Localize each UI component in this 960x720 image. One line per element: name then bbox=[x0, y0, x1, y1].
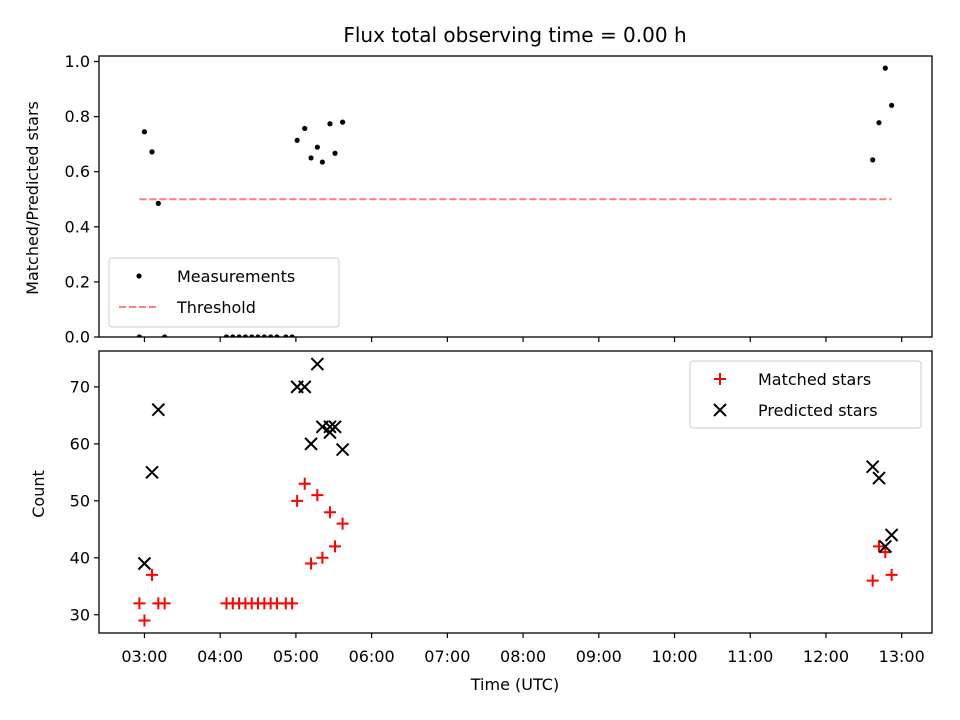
count-y-tick-label: 70 bbox=[70, 377, 90, 396]
matched-stars-point bbox=[133, 597, 146, 610]
measurements-point bbox=[332, 150, 338, 156]
x-tick-label: 07:00 bbox=[424, 647, 470, 666]
x-tick-label: 13:00 bbox=[879, 647, 925, 666]
predicted-stars-point bbox=[878, 539, 893, 554]
count-y-tick-label: 30 bbox=[70, 605, 90, 624]
matched-stars-point bbox=[872, 540, 885, 553]
x-tick-label: 12:00 bbox=[803, 647, 849, 666]
predicted-stars-point bbox=[323, 420, 337, 434]
matched-stars-legend-swatch bbox=[714, 373, 726, 385]
matched-stars-point bbox=[879, 546, 892, 559]
predicted-stars-point bbox=[304, 437, 318, 451]
predicted-stars-point bbox=[335, 442, 350, 457]
ratio-legend-box bbox=[108, 257, 340, 328]
ratio-y-tick-label: 0.6 bbox=[65, 162, 90, 181]
predicted-stars-point bbox=[865, 459, 880, 474]
predicted-stars-point bbox=[872, 471, 886, 485]
matched-stars-point bbox=[298, 477, 311, 490]
count-panel: 30 40 50 60 70 03:00 04:00 05:00 06:00 07:00 08:00… bbox=[70, 350, 933, 666]
predicted-stars-point bbox=[151, 402, 166, 417]
measurements-point bbox=[294, 137, 300, 143]
measurements-point bbox=[339, 119, 346, 125]
ratio-y-tick-label: 0.8 bbox=[65, 107, 90, 126]
predicted-stars-point bbox=[328, 420, 342, 434]
matched-stars-point bbox=[316, 551, 329, 564]
count-legend-box bbox=[689, 360, 922, 429]
count-data-layer bbox=[133, 357, 899, 627]
measurements-point bbox=[155, 200, 161, 206]
count-y-tick-label: 60 bbox=[70, 434, 90, 453]
ratio-axes-frame bbox=[98, 55, 933, 338]
matched-stars-legend-label: Matched stars bbox=[758, 370, 871, 389]
matched-stars-point bbox=[158, 597, 171, 610]
x-tick-label: 06:00 bbox=[349, 647, 395, 666]
measurements-point bbox=[889, 102, 895, 108]
ratio-y-tick-label: 0.4 bbox=[65, 217, 90, 236]
x-tick-label: 03:00 bbox=[121, 647, 167, 666]
matched-stars-point bbox=[291, 494, 304, 507]
x-tick-label: 10:00 bbox=[651, 647, 697, 666]
count-axes-frame bbox=[98, 350, 933, 634]
matched-stars-point bbox=[138, 614, 151, 627]
measurements-point bbox=[141, 129, 148, 135]
measurements-legend-label: Measurements bbox=[177, 267, 295, 286]
measurements-legend-swatch bbox=[136, 273, 142, 279]
predicted-stars-legend-swatch bbox=[713, 403, 727, 417]
count-y-tick-label: 40 bbox=[70, 548, 90, 567]
x-tick-label: 08:00 bbox=[500, 647, 546, 666]
ratio-legend: Measurements Threshold bbox=[108, 257, 340, 328]
predicted-stars-point bbox=[137, 556, 152, 571]
predicted-stars-legend-label: Predicted stars bbox=[758, 401, 878, 420]
predicted-stars-point bbox=[145, 465, 159, 480]
x-tick-label: 11:00 bbox=[727, 647, 773, 666]
matched-stars-point bbox=[336, 517, 349, 530]
measurements-point bbox=[876, 120, 882, 126]
x-tick-label: 05:00 bbox=[273, 647, 319, 666]
ratio-y-tick-label: 1.0 bbox=[65, 52, 90, 71]
matched-stars-point bbox=[305, 557, 318, 570]
ratio-panel: 0.0 0.2 0.4 0.6 0.8 1.0 Measurements Threshold bbox=[65, 52, 933, 347]
count-legend: Matched stars Predicted stars bbox=[689, 360, 922, 429]
ratio-chart-title: Flux total observing time = 0.00 h bbox=[343, 23, 686, 47]
count-y-tick-label: 50 bbox=[70, 491, 90, 510]
measurements-point bbox=[308, 155, 314, 161]
matched-stars-point bbox=[311, 489, 324, 502]
x-tick-label: 04:00 bbox=[197, 647, 243, 666]
predicted-stars-point bbox=[298, 380, 312, 394]
matched-stars-point bbox=[323, 506, 336, 519]
matched-stars-point bbox=[286, 597, 299, 610]
ratio-y-tick-label: 0.0 bbox=[65, 328, 90, 347]
x-axis-label: Time (UTC) bbox=[470, 675, 559, 694]
ratio-y-axis-label: Matched/Predicted stars bbox=[23, 101, 42, 295]
measurements-point bbox=[870, 157, 876, 163]
measurements-point bbox=[319, 159, 325, 165]
predicted-stars-point bbox=[884, 528, 899, 542]
measurements-point bbox=[882, 65, 888, 71]
matched-stars-point bbox=[866, 574, 879, 587]
count-y-axis-label: Count bbox=[29, 470, 48, 518]
matched-stars-point bbox=[146, 568, 159, 581]
ratio-y-tick-label: 0.2 bbox=[65, 272, 90, 291]
matched-stars-point bbox=[885, 568, 898, 581]
measurements-point bbox=[327, 121, 333, 127]
matched-stars-point bbox=[329, 540, 342, 553]
x-tick-label: 09:00 bbox=[576, 647, 622, 666]
measurements-point bbox=[149, 149, 155, 155]
measurements-point bbox=[314, 144, 320, 150]
threshold-legend-label: Threshold bbox=[176, 298, 256, 317]
predicted-stars-point bbox=[310, 357, 325, 371]
measurements-point bbox=[302, 125, 308, 132]
